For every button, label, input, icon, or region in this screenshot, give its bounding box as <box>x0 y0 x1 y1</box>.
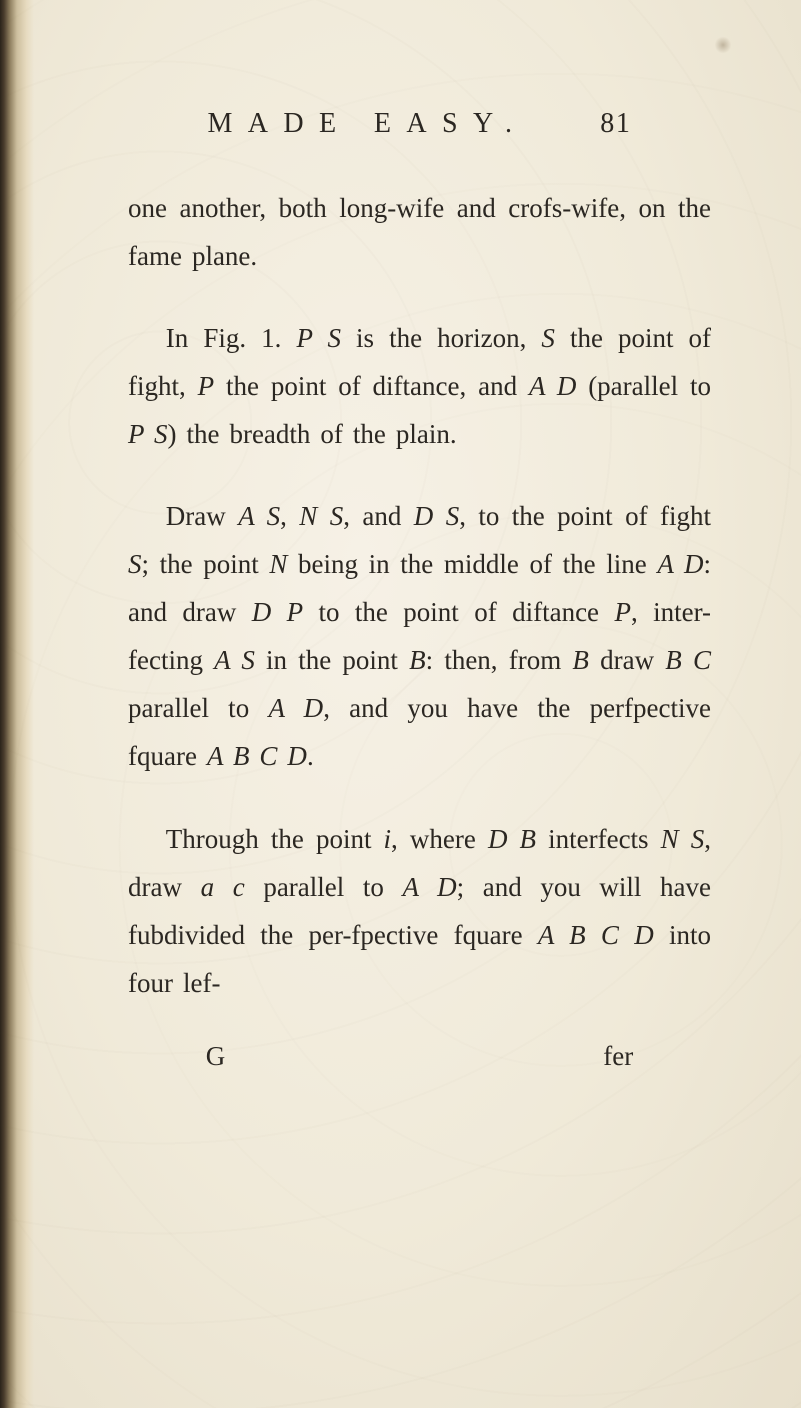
body-text: , and <box>343 501 414 531</box>
var-ns: N S <box>299 501 343 531</box>
var-ad: A D <box>268 693 323 723</box>
var-ps: P S <box>296 323 341 353</box>
scanned-page: MADE EASY. 81 one another, both long-wife… <box>0 0 801 1408</box>
signature-mark: G <box>206 1041 226 1071</box>
var-bc: B C <box>665 645 711 675</box>
var-p: P <box>198 371 215 401</box>
running-head: MADE EASY. 81 <box>128 108 711 140</box>
var-dp: D P <box>252 597 303 627</box>
body-text: ; the point <box>142 549 270 579</box>
var-ad: A D <box>529 371 576 401</box>
paragraph-4: Through the point i, where D B interfect… <box>128 815 711 1007</box>
body-text: draw <box>589 645 665 675</box>
body-text: to the point of diftance <box>303 597 614 627</box>
var-ds: D S <box>414 501 459 531</box>
var-abcd: A B C D <box>207 741 307 771</box>
body-text: , to the point of fight <box>459 501 711 531</box>
var-abcd: A B C D <box>538 920 654 950</box>
var-p: P <box>614 597 631 627</box>
body-text: parallel to <box>128 693 268 723</box>
var-i: i <box>384 824 392 854</box>
body-text: Draw <box>166 501 238 531</box>
body-text: , <box>280 501 299 531</box>
body-text: . <box>307 741 314 771</box>
var-ad: A D <box>657 549 703 579</box>
var-ac: a c <box>201 872 245 902</box>
body-text: in the point <box>255 645 409 675</box>
signature-line: Gfer <box>128 1041 711 1072</box>
var-n: N <box>269 549 287 579</box>
var-db: D B <box>488 824 536 854</box>
body-text: (parallel to <box>576 371 711 401</box>
body-text: Through the point <box>166 824 384 854</box>
body-text: parallel to <box>245 872 403 902</box>
body-text: : then, from <box>426 645 573 675</box>
body-text: is the horizon, <box>341 323 541 353</box>
var-ps: P S <box>128 419 168 449</box>
body-text: In Fig. 1. <box>166 323 297 353</box>
var-s: S <box>541 323 555 353</box>
body-text: one another, both long-wife and crofs-wi… <box>128 193 711 271</box>
var-s: S <box>128 549 142 579</box>
var-ns: N S <box>661 824 705 854</box>
var-as: A S <box>214 645 255 675</box>
var-b: B <box>572 645 589 675</box>
var-as: A S <box>238 501 280 531</box>
paragraph-2: In Fig. 1. P S is the horizon, S the poi… <box>128 314 711 458</box>
body-text: interfects <box>536 824 661 854</box>
paper-stain <box>715 36 731 54</box>
var-ad: A D <box>402 872 456 902</box>
paragraph-3: Draw A S, N S, and D S, to the point of … <box>128 492 711 780</box>
body-text: being in the middle of the line <box>287 549 657 579</box>
body-text: the point of diftance, and <box>214 371 529 401</box>
body-text: , where <box>391 824 488 854</box>
body-text: ) the breadth of the plain. <box>168 419 457 449</box>
paragraph-1: one another, both long-wife and crofs-wi… <box>128 184 711 280</box>
catchword: fer <box>603 1041 633 1071</box>
page-number: 81 <box>600 108 631 139</box>
var-b: B <box>409 645 426 675</box>
running-head-title: MADE EASY. <box>207 108 527 139</box>
book-spine-shadow <box>0 0 34 1408</box>
